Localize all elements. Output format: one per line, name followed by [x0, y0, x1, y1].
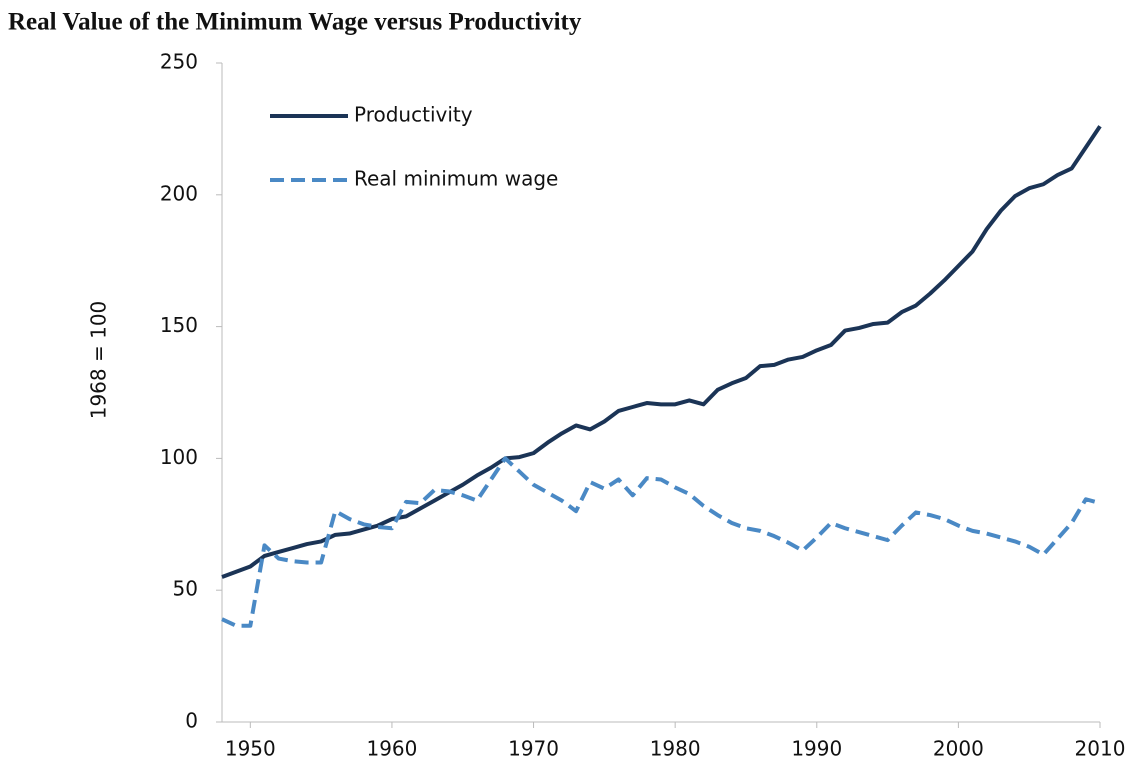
y-axis-label: 1968 = 100 — [87, 301, 111, 420]
y-tick-label: 50 — [173, 577, 198, 601]
x-tick-label: 1950 — [225, 737, 276, 761]
chart-title: Real Value of the Minimum Wage versus Pr… — [8, 9, 582, 36]
y-tick-label: 200 — [160, 181, 198, 205]
y-tick-label: 150 — [160, 313, 198, 337]
series-line — [221, 125, 1102, 579]
legend-label: Real minimum wage — [354, 167, 558, 191]
y-tick-label: 100 — [160, 445, 198, 469]
x-tick-label: 1990 — [791, 737, 842, 761]
x-tick-label: 1980 — [650, 737, 701, 761]
x-tick-label: 1970 — [508, 737, 559, 761]
y-tick-label: 0 — [185, 709, 198, 733]
x-tick-label: 2010 — [1075, 737, 1126, 761]
x-tick-label: 1960 — [366, 737, 417, 761]
y-tick-label: 250 — [160, 50, 198, 74]
series-line — [221, 456, 1101, 628]
legend-label: Productivity — [354, 103, 473, 127]
x-tick-label: 2000 — [933, 737, 984, 761]
